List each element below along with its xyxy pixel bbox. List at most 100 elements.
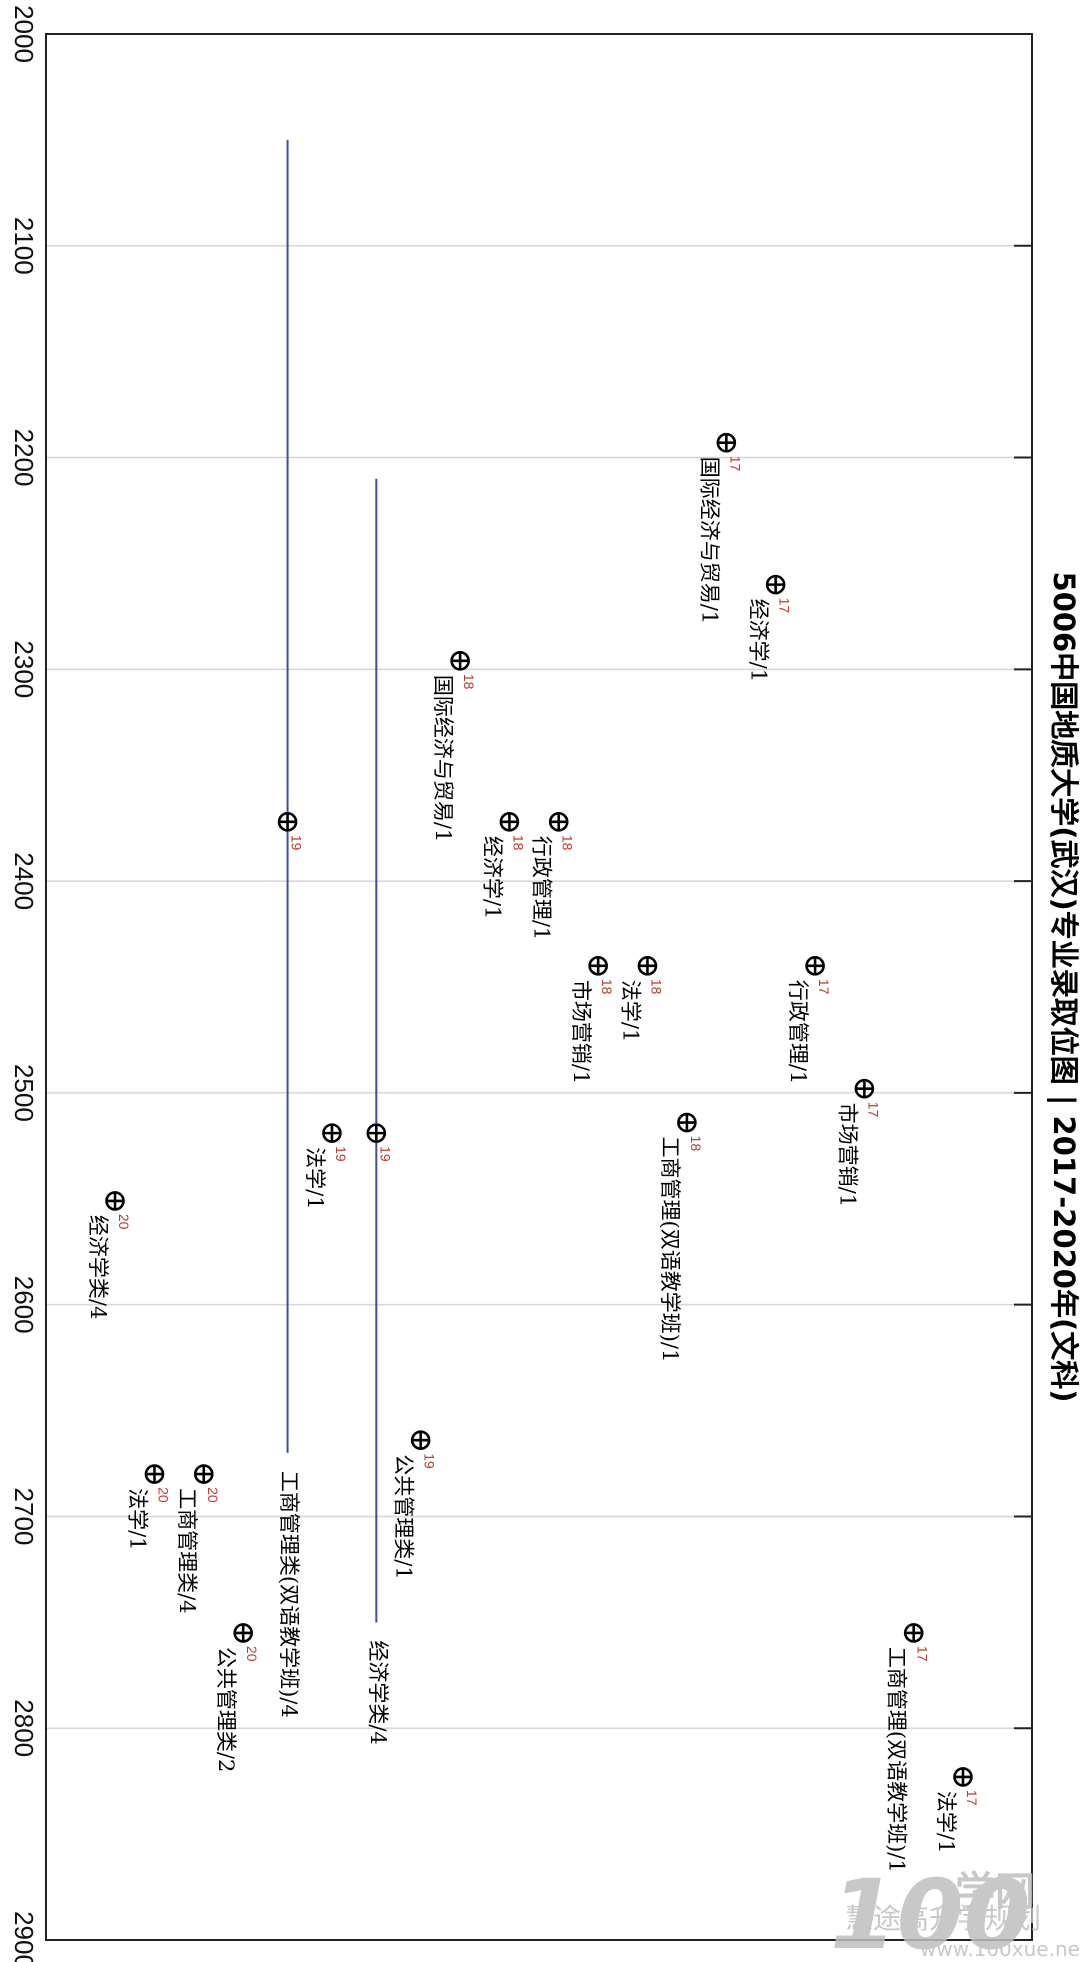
program-label: 经济学/1 bbox=[480, 836, 504, 919]
program-label: 法学/1 bbox=[618, 980, 642, 1042]
y-tick-label: 2900 bbox=[9, 1911, 39, 1962]
year-label: 17 bbox=[727, 456, 743, 472]
y-tick-label: 2300 bbox=[9, 640, 39, 698]
data-point: 17 经济学/1 bbox=[747, 574, 793, 682]
y-tick: 2400 bbox=[9, 852, 39, 910]
y-tick: 2100 bbox=[9, 217, 39, 275]
data-point: 18 国际经济与贸易/1 bbox=[431, 651, 477, 842]
year-label: 17 bbox=[865, 1102, 881, 1118]
program-label: 市场营销/1 bbox=[569, 980, 593, 1084]
range-annotation: 经济学类/4 bbox=[366, 1640, 390, 1744]
year-label: 18 bbox=[599, 979, 615, 995]
range-year: 19 bbox=[289, 835, 305, 851]
point-annotation: 18 法学/1 bbox=[618, 979, 664, 1042]
program-label: 法学/1 bbox=[303, 1147, 327, 1209]
point-marker bbox=[953, 1767, 973, 1787]
point-annotation: 18 市场营销/1 bbox=[569, 979, 615, 1084]
chart-title: 5006中国地质大学(武汉)专业录取位图 | 2017-2020年(文科) bbox=[1047, 572, 1080, 1403]
program-label: 经济学/1 bbox=[747, 599, 771, 682]
program-label: 行政管理/1 bbox=[786, 980, 810, 1084]
data-point: 17 国际经济与贸易/1 bbox=[697, 432, 743, 624]
point-marker bbox=[854, 1078, 875, 1099]
y-tick: 2600 bbox=[9, 1276, 39, 1334]
data-point: 20 公共管理类/2 bbox=[214, 1623, 260, 1772]
range-annotation: 工商管理类(双语教学班)/4 bbox=[277, 1471, 301, 1718]
year-label: 18 bbox=[461, 674, 477, 690]
point-marker bbox=[322, 1123, 342, 1143]
data-point: 17 行政管理/1 bbox=[786, 956, 832, 1084]
grid-lines bbox=[46, 244, 1032, 1730]
year-label: 18 bbox=[510, 835, 526, 851]
point-annotation: 20 工商管理类/4 bbox=[175, 1487, 221, 1613]
program-label: 行政管理/1 bbox=[530, 836, 554, 940]
point-annotation: 18 国际经济与贸易/1 bbox=[431, 674, 477, 842]
y-tick: 2700 bbox=[9, 1488, 39, 1546]
program-label: 法学/1 bbox=[934, 1791, 958, 1853]
point-marker bbox=[588, 956, 608, 976]
y-tick: 2500 bbox=[9, 1064, 39, 1122]
point-marker bbox=[105, 1191, 125, 1211]
point-marker bbox=[903, 1623, 924, 1643]
program-label: 市场营销/1 bbox=[835, 1103, 859, 1207]
year-label: 17 bbox=[816, 979, 832, 995]
data-point: 20 经济学类/4 bbox=[86, 1191, 132, 1319]
program-label: 工商管理(双语教学班)/1 bbox=[658, 1137, 682, 1363]
year-label: 20 bbox=[205, 1487, 221, 1503]
program-label: 法学/1 bbox=[125, 1488, 149, 1550]
year-label: 18 bbox=[648, 979, 664, 995]
year-label: 19 bbox=[377, 1146, 393, 1162]
y-tick-label: 2100 bbox=[9, 217, 39, 275]
point-marker bbox=[765, 574, 786, 595]
y-tick-label: 2700 bbox=[9, 1488, 39, 1546]
point-marker bbox=[277, 812, 298, 832]
point-annotation: 17 法学/1 bbox=[934, 1790, 980, 1853]
y-tick-label: 2500 bbox=[9, 1064, 39, 1122]
point-marker bbox=[548, 812, 569, 832]
program-label: 公共管理类/1 bbox=[392, 1454, 416, 1579]
plot-frame bbox=[45, 33, 1033, 1941]
year-label: 20 bbox=[244, 1646, 260, 1662]
y-tick-label: 2000 bbox=[9, 5, 39, 63]
program-label: 工商管理(双语教学班)/1 bbox=[885, 1647, 909, 1873]
data-point: 17 工商管理(双语教学班)/1 bbox=[885, 1623, 931, 1873]
year-label: 19 bbox=[422, 1453, 438, 1469]
program-label: 公共管理类/2 bbox=[214, 1647, 238, 1772]
range-label: 经济学类/4 bbox=[366, 1640, 390, 1744]
data-point: 17 市场营销/1 bbox=[835, 1078, 881, 1207]
point-annotation: 18 行政管理/1 bbox=[530, 835, 576, 940]
point-annotation: 20 法学/1 bbox=[125, 1487, 171, 1550]
data-point: 18 法学/1 bbox=[618, 956, 664, 1042]
year-label: 20 bbox=[116, 1214, 132, 1230]
y-tick-label: 2800 bbox=[9, 1699, 39, 1757]
point-annotation: 19 法学/1 bbox=[303, 1146, 349, 1209]
point-annotation: 18 经济学/1 bbox=[480, 835, 526, 919]
year-label: 18 bbox=[688, 1136, 704, 1152]
point-marker bbox=[144, 1464, 165, 1484]
point-annotation: 17 市场营销/1 bbox=[835, 1102, 881, 1207]
program-label: 经济学类/4 bbox=[86, 1215, 110, 1319]
point-marker bbox=[450, 651, 470, 671]
point-annotation: 17 工商管理(双语教学班)/1 bbox=[885, 1646, 931, 1873]
data-point: 20 法学/1 bbox=[125, 1464, 171, 1551]
y-tick-label: 2200 bbox=[9, 429, 39, 487]
program-label: 国际经济与贸易/1 bbox=[697, 457, 721, 624]
point-marker bbox=[366, 1123, 387, 1143]
watermark-account: 慧途高升学规划 bbox=[845, 1902, 1041, 1935]
point-marker bbox=[716, 432, 737, 453]
y-tick: 2900 bbox=[9, 1911, 39, 1962]
year-label: 19 bbox=[289, 835, 305, 851]
year-label: 19 bbox=[333, 1146, 349, 1162]
y-tick: 2000 bbox=[9, 5, 39, 63]
point-annotation: 17 国际经济与贸易/1 bbox=[697, 456, 743, 624]
point-marker bbox=[499, 812, 520, 832]
point-annotation: 18 工商管理(双语教学班)/1 bbox=[658, 1136, 704, 1363]
y-tick: 2300 bbox=[9, 640, 39, 698]
point-marker bbox=[410, 1430, 431, 1451]
y-tick-label: 2600 bbox=[9, 1276, 39, 1334]
range-label: 工商管理类(双语教学班)/4 bbox=[277, 1471, 301, 1718]
range-item: 19 经济学类/4 bbox=[366, 478, 393, 1745]
y-tick-label: 2400 bbox=[9, 852, 39, 910]
data-point: 18 经济学/1 bbox=[480, 812, 526, 919]
